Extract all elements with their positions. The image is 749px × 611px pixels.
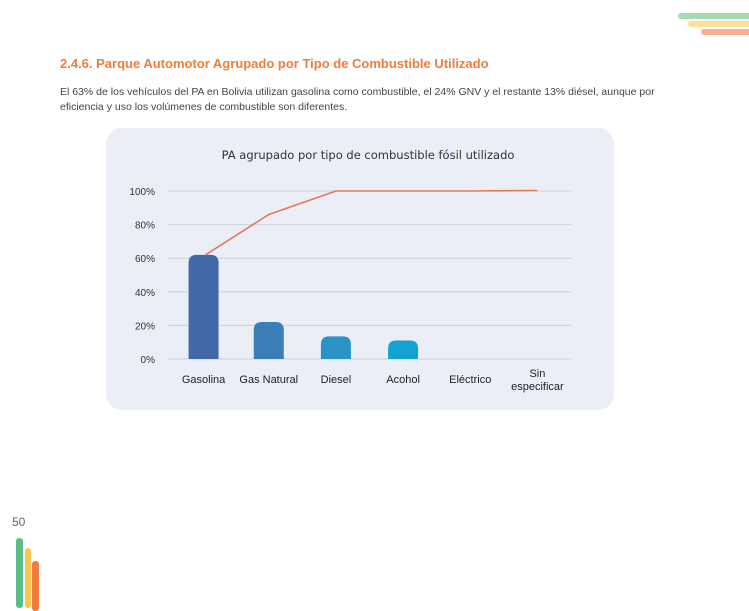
- bar: [320, 336, 351, 359]
- decor-bar-green-top: [678, 13, 749, 19]
- y-tick-label: 0%: [141, 355, 156, 366]
- decor-bar-green-bottom: [16, 538, 23, 608]
- decor-bar-orange-top: [701, 29, 749, 35]
- bar: [253, 322, 284, 359]
- y-tick-label: 60%: [135, 254, 155, 265]
- x-tick-label: Gas Natural: [239, 374, 298, 386]
- decor-bar-yellow-top: [688, 21, 749, 27]
- y-tick-label: 40%: [135, 288, 155, 299]
- chart-title: PA agrupado por tipo de combustible fósi…: [222, 148, 515, 162]
- x-tick-label: Acohol: [386, 374, 420, 386]
- y-tick-label: 80%: [135, 221, 155, 232]
- page-number: 50: [12, 515, 26, 529]
- decor-bar-yellow-bottom: [25, 548, 31, 608]
- bar: [388, 340, 419, 359]
- x-tick-label: especificar: [511, 381, 564, 393]
- y-tick-label: 20%: [135, 321, 155, 332]
- x-tick-label: Eléctrico: [449, 374, 491, 386]
- y-tick-label: 100%: [129, 187, 155, 198]
- x-tick-label: Sin: [529, 368, 545, 380]
- section-title: 2.4.6. Parque Automotor Agrupado por Tip…: [60, 56, 489, 71]
- decor-bar-orange-bottom: [32, 561, 39, 611]
- cumulative-line: [205, 189, 538, 256]
- section-paragraph: El 63% de los vehículos del PA en Bolivi…: [60, 86, 655, 113]
- x-tick-label: Diesel: [321, 374, 352, 386]
- x-tick-label: Gasolina: [182, 374, 226, 386]
- bar: [188, 254, 219, 359]
